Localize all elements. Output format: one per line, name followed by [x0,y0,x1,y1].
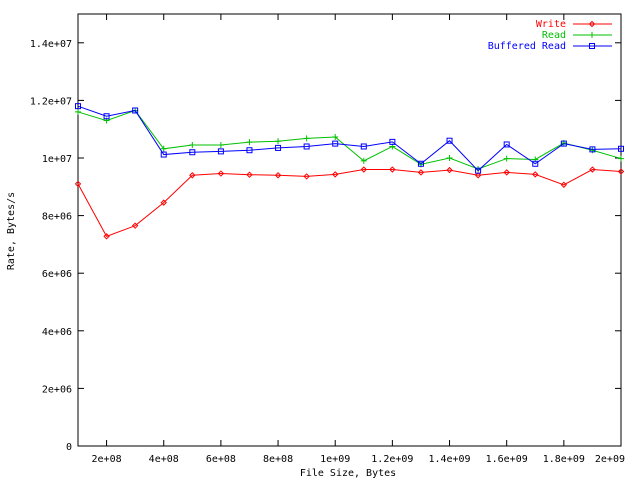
data-point [246,147,253,154]
x-tick-label: 1.6e+09 [486,454,528,465]
data-point [160,145,167,152]
data-point [274,172,282,179]
data-point [246,171,253,178]
data-point [217,170,225,177]
y-tick-label: 0 [66,442,72,453]
data-point [217,142,224,149]
data-point [303,135,310,142]
data-point [446,166,453,174]
data-point [303,173,310,180]
x-tick-label: 6e+08 [206,454,236,465]
y-tick-label: 1e+07 [42,154,72,165]
legend-marker [588,20,596,28]
data-point [589,146,596,153]
x-tick-label: 1e+09 [320,454,350,465]
x-tick-label: 8e+08 [263,454,293,465]
data-point [75,108,81,115]
data-point [275,138,282,145]
series-layer [74,103,625,240]
data-point [189,172,196,179]
data-point [189,142,196,149]
data-point [475,167,482,174]
legend-label: Read [542,30,566,41]
data-point [189,149,196,156]
x-tick-label: 4e+08 [149,454,179,465]
data-point [446,137,453,144]
data-point [532,171,539,178]
data-point [160,151,167,158]
x-tick-label: 1.8e+09 [543,454,585,465]
data-point [503,169,510,176]
data-point [103,233,110,240]
data-point [560,140,567,147]
series-line [77,109,622,170]
y-axis-label: Rate, Bytes/s [6,192,17,270]
data-point [332,171,339,178]
data-point [75,103,81,110]
x-tick-label: 1.2e+09 [371,454,413,465]
axis-ticks: 2e+08 4e+08 6e+08 8e+08 1e+09 1.2e+09 1.4e+09 1… [30,14,625,465]
x-tick-label: 2e+09 [595,454,625,465]
x-axis-label: File Size, Bytes [300,468,396,479]
data-point [303,143,310,150]
data-point [446,155,453,161]
data-point [417,169,425,176]
data-point [132,107,139,114]
data-point [417,160,424,167]
data-point [389,138,396,145]
data-point [589,166,596,173]
legend-marker [589,32,595,38]
legend-label: Write [536,19,566,30]
data-point [332,140,339,147]
legend-label: Buffered Read [488,41,566,52]
data-point [503,141,510,148]
data-point [217,148,224,155]
data-point [360,157,367,164]
x-tick-label: 2e+08 [92,454,122,465]
plot-frame [77,13,622,447]
plot-border [77,13,622,447]
data-point [275,144,282,151]
data-point [103,113,110,120]
data-point [617,168,625,175]
y-tick-label: 1.4e+07 [30,39,72,50]
data-point [503,155,510,162]
data-point [618,155,624,162]
data-point [74,180,82,188]
y-tick-label: 6e+06 [42,269,72,280]
series-buffered-read [75,103,624,174]
y-tick-label: 8e+06 [42,212,72,223]
data-point [474,172,482,179]
data-point [532,160,539,167]
series-line [77,105,622,172]
y-tick-label: 2e+06 [42,384,72,395]
y-tick-label: 1.2e+07 [30,96,72,107]
data-point [160,199,167,206]
data-point [360,143,367,150]
y-tick-label: 4e+06 [42,327,72,338]
data-point [389,166,396,173]
data-point [332,133,339,140]
series-line [77,169,622,237]
data-point [246,139,253,146]
data-point [360,166,367,173]
legend-marker [589,43,595,49]
x-tick-label: 1.4e+09 [428,454,470,465]
data-point [131,222,139,229]
series-write [74,166,625,240]
data-point [618,145,624,152]
data-point [560,181,568,188]
